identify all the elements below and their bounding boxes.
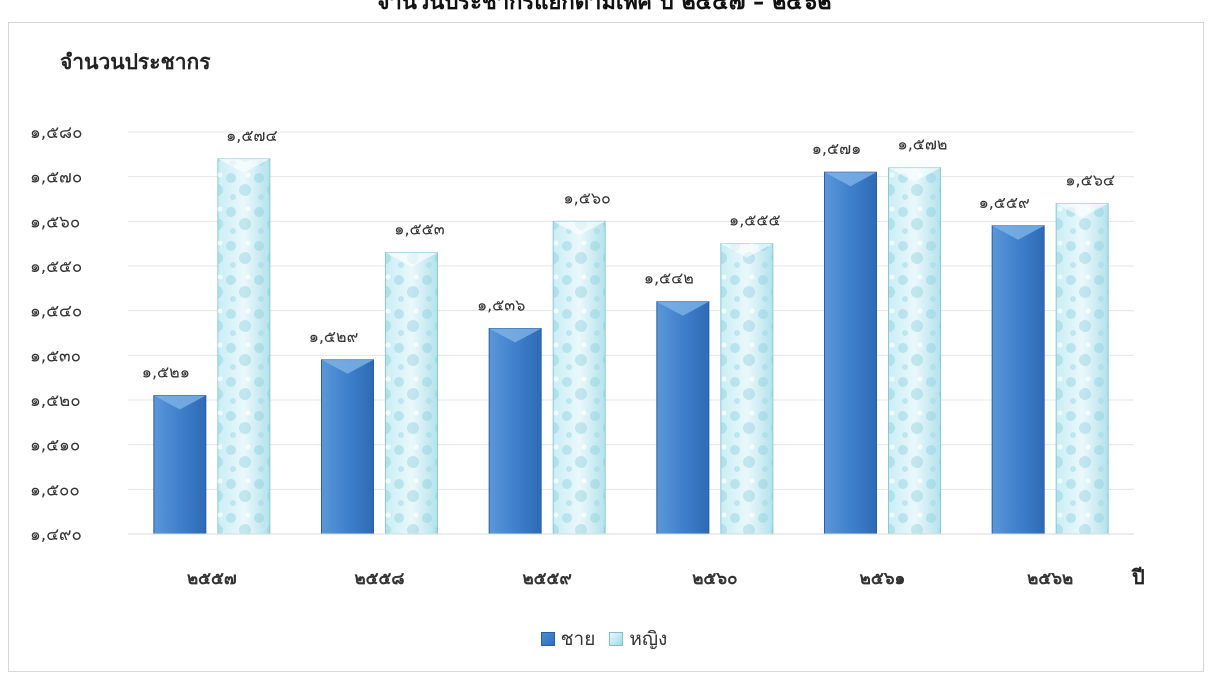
data-label: ๑,๕๖๔ <box>1065 170 1115 189</box>
chart-title: จำนวนประชากร <box>60 50 211 74</box>
bar-bevel <box>385 252 438 267</box>
x-tick-label: ๒๕๖๑ <box>860 569 906 589</box>
y-tick-label: ๑,๕๖๐ <box>30 212 80 232</box>
bar-male <box>488 328 542 535</box>
data-label: ๑,๕๖๐ <box>564 188 611 207</box>
legend-swatch-male <box>540 632 555 646</box>
page-caption: จำนวนประชากรแยกตามเพศ ปี ๒๕๕๗ – ๒๕๖๒ <box>376 0 832 15</box>
legend-item-male: ชาย <box>540 624 596 654</box>
bar-texture <box>553 221 606 535</box>
legend-label-male: ชาย <box>560 628 596 650</box>
y-axis-ticks: ๑,๔๙๐ ๑,๕๐๐ ๑,๕๑๐ ๑,๕๒๐ ๑,๕๓๐ ๑,๕๔๐ ๑,๕๕๐ ๑,๕๖๐… <box>30 123 83 545</box>
y-tick-label: ๑,๕๒๐ <box>30 391 81 411</box>
y-tick-label: ๑,๕๕๐ <box>30 257 82 277</box>
bar-male <box>991 225 1045 535</box>
bar-texture <box>217 158 270 535</box>
legend-item-female: หญิง <box>609 624 667 654</box>
data-label: ๑,๕๕๙ <box>979 193 1030 212</box>
bar-bevel <box>489 328 542 343</box>
bar-bevel <box>824 172 877 187</box>
y-tick-label: ๑,๕๔๐ <box>30 302 82 322</box>
bar-texture <box>1056 203 1109 534</box>
bar-bevel <box>321 359 374 374</box>
gridlines <box>128 131 1134 490</box>
bar-texture <box>385 252 438 534</box>
legend-swatch-female <box>609 632 624 646</box>
y-tick-label: ๑,๕๗๐ <box>30 168 82 188</box>
bar-texture <box>720 243 773 534</box>
data-label: ๑,๕๒๙ <box>309 327 359 346</box>
bar-texture <box>888 167 941 534</box>
bar-bevel <box>553 221 606 236</box>
data-label: ๑,๕๕๕ <box>729 211 781 230</box>
x-tick-label: ๒๕๖๒ <box>1027 569 1073 589</box>
data-label: ๑,๕๗๑ <box>812 139 862 158</box>
bar-male <box>321 359 374 535</box>
x-tick-label: ๒๕๕๗ <box>187 569 237 589</box>
data-label: ๑,๕๗๔ <box>226 126 278 145</box>
data-label: ๑,๕๒๑ <box>142 363 190 382</box>
data-label: ๑,๕๓๖ <box>477 296 525 315</box>
bars <box>153 158 1109 535</box>
bar-bevel <box>656 301 709 316</box>
y-tick-label: ๑,๕๘๐ <box>30 123 83 143</box>
x-axis-label: ปี <box>1131 565 1145 589</box>
x-tick-label: ๒๕๖๐ <box>692 569 737 589</box>
data-label: ๑,๕๔๒ <box>644 269 694 288</box>
y-tick-label: ๑,๕๓๐ <box>30 346 81 366</box>
x-tick-label: ๒๕๕๘ <box>354 569 404 589</box>
y-tick-label: ๑,๕๐๐ <box>30 480 80 500</box>
bar-male <box>153 395 207 535</box>
x-axis-ticks: ๒๕๕๗ ๒๕๕๘ ๒๕๕๙ ๒๕๖๐ ๒๕๖๑ ๒๕๖๒ <box>187 569 1073 589</box>
data-label: ๑,๕๗๒ <box>898 135 948 154</box>
x-tick-label: ๒๕๕๙ <box>522 569 571 589</box>
bar-male <box>656 301 710 535</box>
bar-bevel <box>1056 203 1109 218</box>
y-tick-label: ๑,๔๙๐ <box>30 525 82 545</box>
bar-bevel <box>217 158 270 173</box>
legend: ชาย หญิง <box>0 624 1208 654</box>
bar-bevel <box>888 167 941 182</box>
bar-bevel <box>992 225 1045 240</box>
bar-male <box>824 171 877 535</box>
legend-label-female: หญิง <box>629 628 668 650</box>
bar-bevel <box>720 243 773 258</box>
bar-bevel <box>153 395 206 410</box>
data-label: ๑,๕๕๓ <box>394 220 444 239</box>
y-tick-label: ๑,๕๑๐ <box>30 436 80 456</box>
